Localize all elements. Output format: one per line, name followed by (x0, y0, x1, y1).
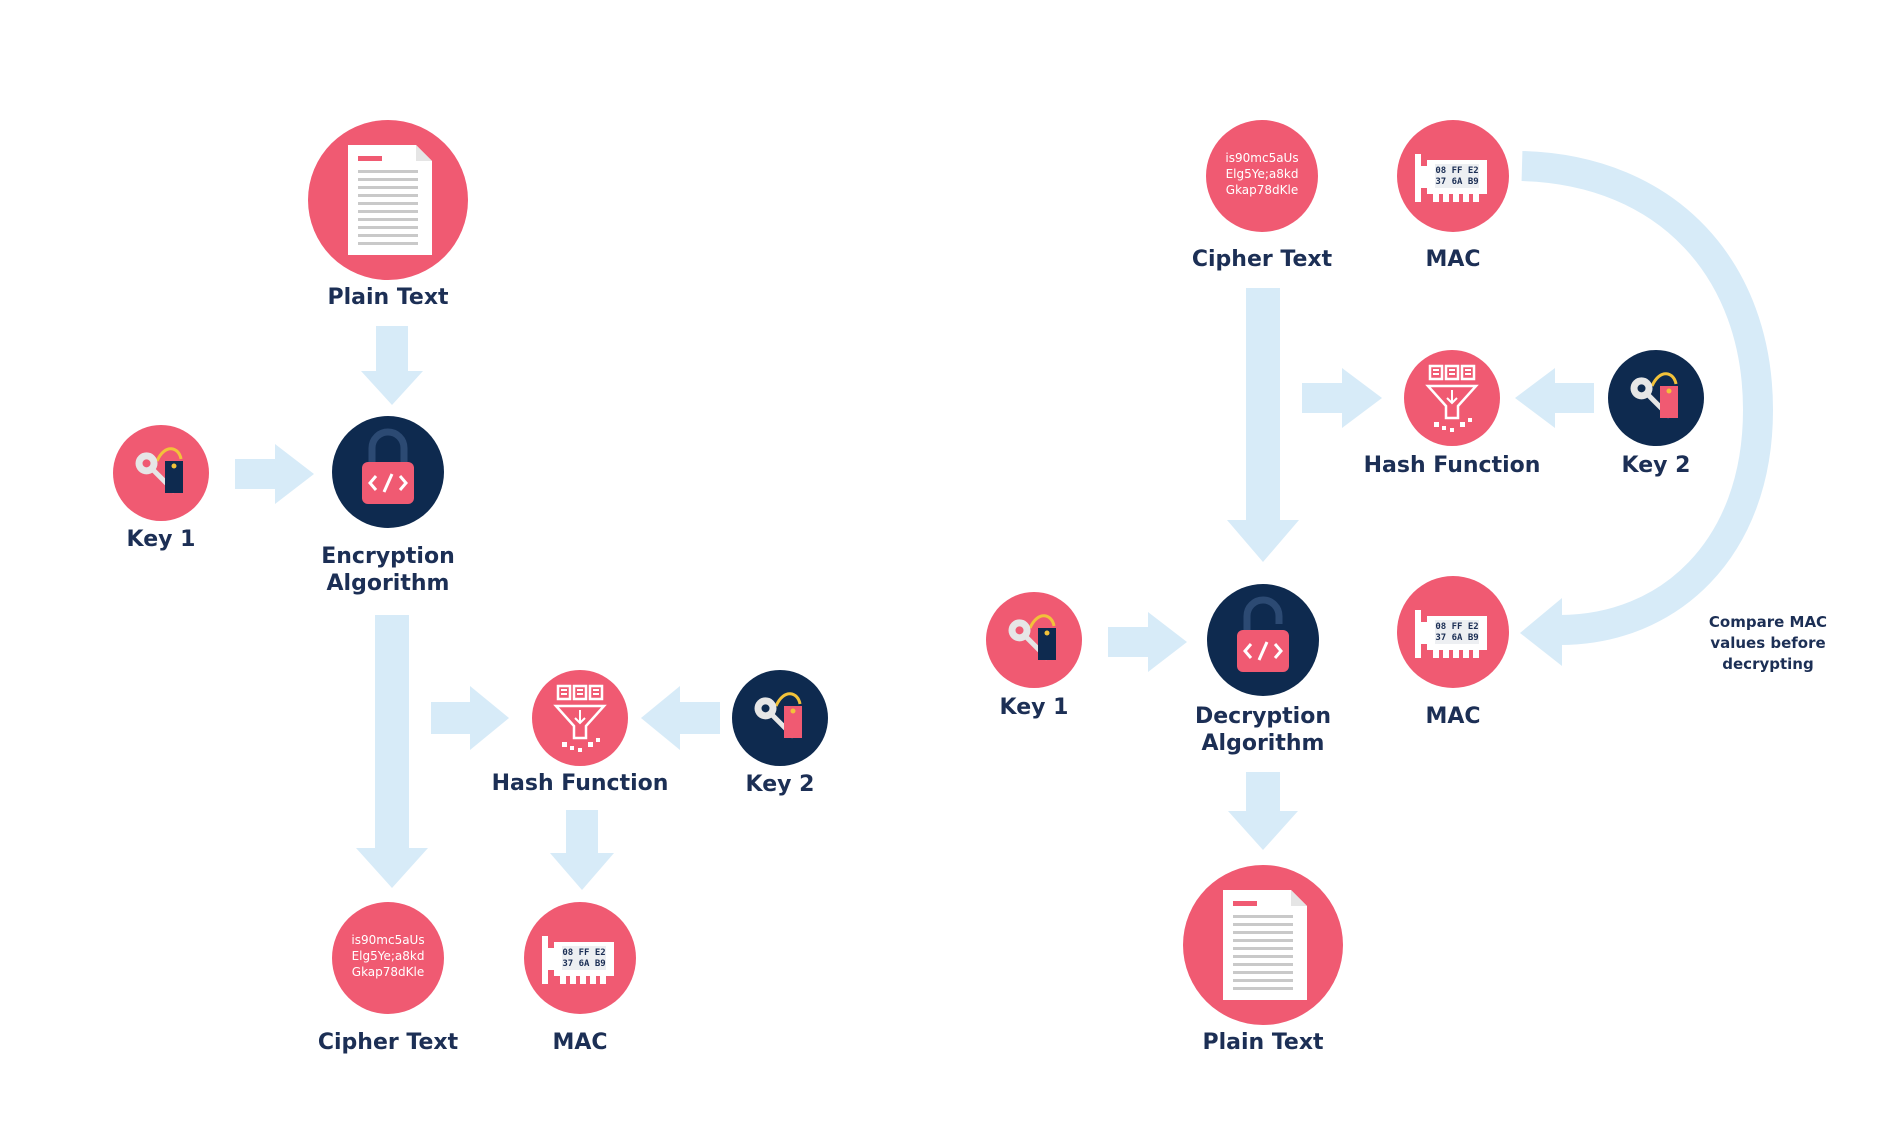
label-decryption-line1: Decryption (1195, 704, 1331, 729)
compare-note-line2: values before (1710, 634, 1826, 652)
label-plain-text-right: Plain Text (1202, 1030, 1324, 1055)
label-hash-function-right: Hash Function (1363, 453, 1541, 478)
label-encryption-line1: Encryption (321, 544, 455, 569)
node-mac-top-right: 08 FF E2 37 6A B9 (1397, 120, 1509, 232)
node-cipher-text-left: is90mc5aUs Elg5Ye;a8kd Gkap78dKle (332, 902, 444, 1014)
cipher-icon-line-1: is90mc5aUs (351, 933, 424, 947)
arrow-encryption-to-ciphertext (356, 615, 428, 888)
label-key1-left: Key 1 (126, 527, 196, 552)
arrow-decryption-to-plaintext (1228, 772, 1298, 850)
cipher-icon-line-3-right: Gkap78dKle (1226, 183, 1298, 197)
arrow-key2-to-hash (641, 686, 720, 750)
node-key1-right (986, 592, 1082, 688)
right-arrows (1108, 151, 1774, 850)
node-hash-function-left (532, 670, 628, 766)
mac-icon-line-2: 37 6A B9 (562, 959, 605, 969)
label-mac-left: MAC (552, 1030, 608, 1055)
arrow-branch-to-hash-right (1302, 368, 1382, 428)
node-mac-bottom-right: 08 FF E2 37 6A B9 (1397, 576, 1509, 688)
node-encryption-algorithm (332, 416, 444, 528)
label-encryption-line2: Algorithm (326, 571, 450, 596)
mac-top-icon-line-1: 08 FF E2 (1435, 166, 1478, 176)
arrow-ciphertext-to-decryption (1227, 288, 1299, 562)
label-key2-right: Key 2 (1621, 453, 1691, 478)
arrow-compare-curve (1521, 151, 1774, 645)
label-key2-left: Key 2 (745, 772, 815, 797)
compare-note-line1: Compare MAC (1708, 613, 1828, 631)
arrow-compare-head (1520, 598, 1562, 666)
label-encryption-algorithm: Encryption Algorithm (298, 543, 478, 597)
left-arrows (235, 326, 720, 890)
cipher-icon-line-2-right: Elg5Ye;a8kd (1226, 167, 1299, 181)
node-plain-text-left (308, 120, 468, 280)
label-decryption-line2: Algorithm (1201, 731, 1325, 756)
compare-mac-note: Compare MAC values before decrypting (1703, 612, 1833, 675)
arrow-key1-to-decryption (1108, 612, 1187, 672)
arrow-key1-to-encryption (235, 444, 314, 504)
mac-bottom-icon-line-2: 37 6A B9 (1435, 633, 1478, 643)
cipher-icon-line-1-right: is90mc5aUs (1225, 151, 1298, 165)
node-mac-left: 08 FF E2 37 6A B9 (524, 902, 636, 1014)
node-decryption-algorithm (1207, 584, 1319, 696)
node-key2-left (732, 670, 828, 766)
label-plain-text-left: Plain Text (327, 285, 449, 310)
arrow-hash-to-mac (550, 810, 614, 890)
label-decryption-algorithm: Decryption Algorithm (1173, 703, 1353, 757)
label-cipher-text-right: Cipher Text (1191, 247, 1333, 272)
label-mac-top-right: MAC (1425, 247, 1481, 272)
label-mac-bottom-right: MAC (1425, 704, 1481, 729)
cipher-icon-line-2: Elg5Ye;a8kd (352, 949, 425, 963)
node-plain-text-right (1183, 865, 1343, 1025)
node-key2-right (1608, 350, 1704, 446)
arrow-plaintext-to-encryption (361, 326, 423, 405)
label-key1-right: Key 1 (999, 695, 1069, 720)
label-hash-function-left: Hash Function (491, 771, 669, 796)
mac-bottom-icon-line-1: 08 FF E2 (1435, 622, 1478, 632)
label-cipher-text-left: Cipher Text (317, 1030, 459, 1055)
cipher-icon-line-3: Gkap78dKle (352, 965, 424, 979)
arrow-key2-to-hash-right (1515, 368, 1594, 428)
compare-note-line3: decrypting (1722, 655, 1814, 673)
mac-top-icon-line-2: 37 6A B9 (1435, 177, 1478, 187)
node-hash-function-right (1404, 350, 1500, 446)
node-key1-left (113, 425, 209, 521)
mac-icon-line-1: 08 FF E2 (562, 948, 605, 958)
node-cipher-text-right: is90mc5aUs Elg5Ye;a8kd Gkap78dKle (1206, 120, 1318, 232)
arrow-branch-to-hash (431, 686, 509, 750)
